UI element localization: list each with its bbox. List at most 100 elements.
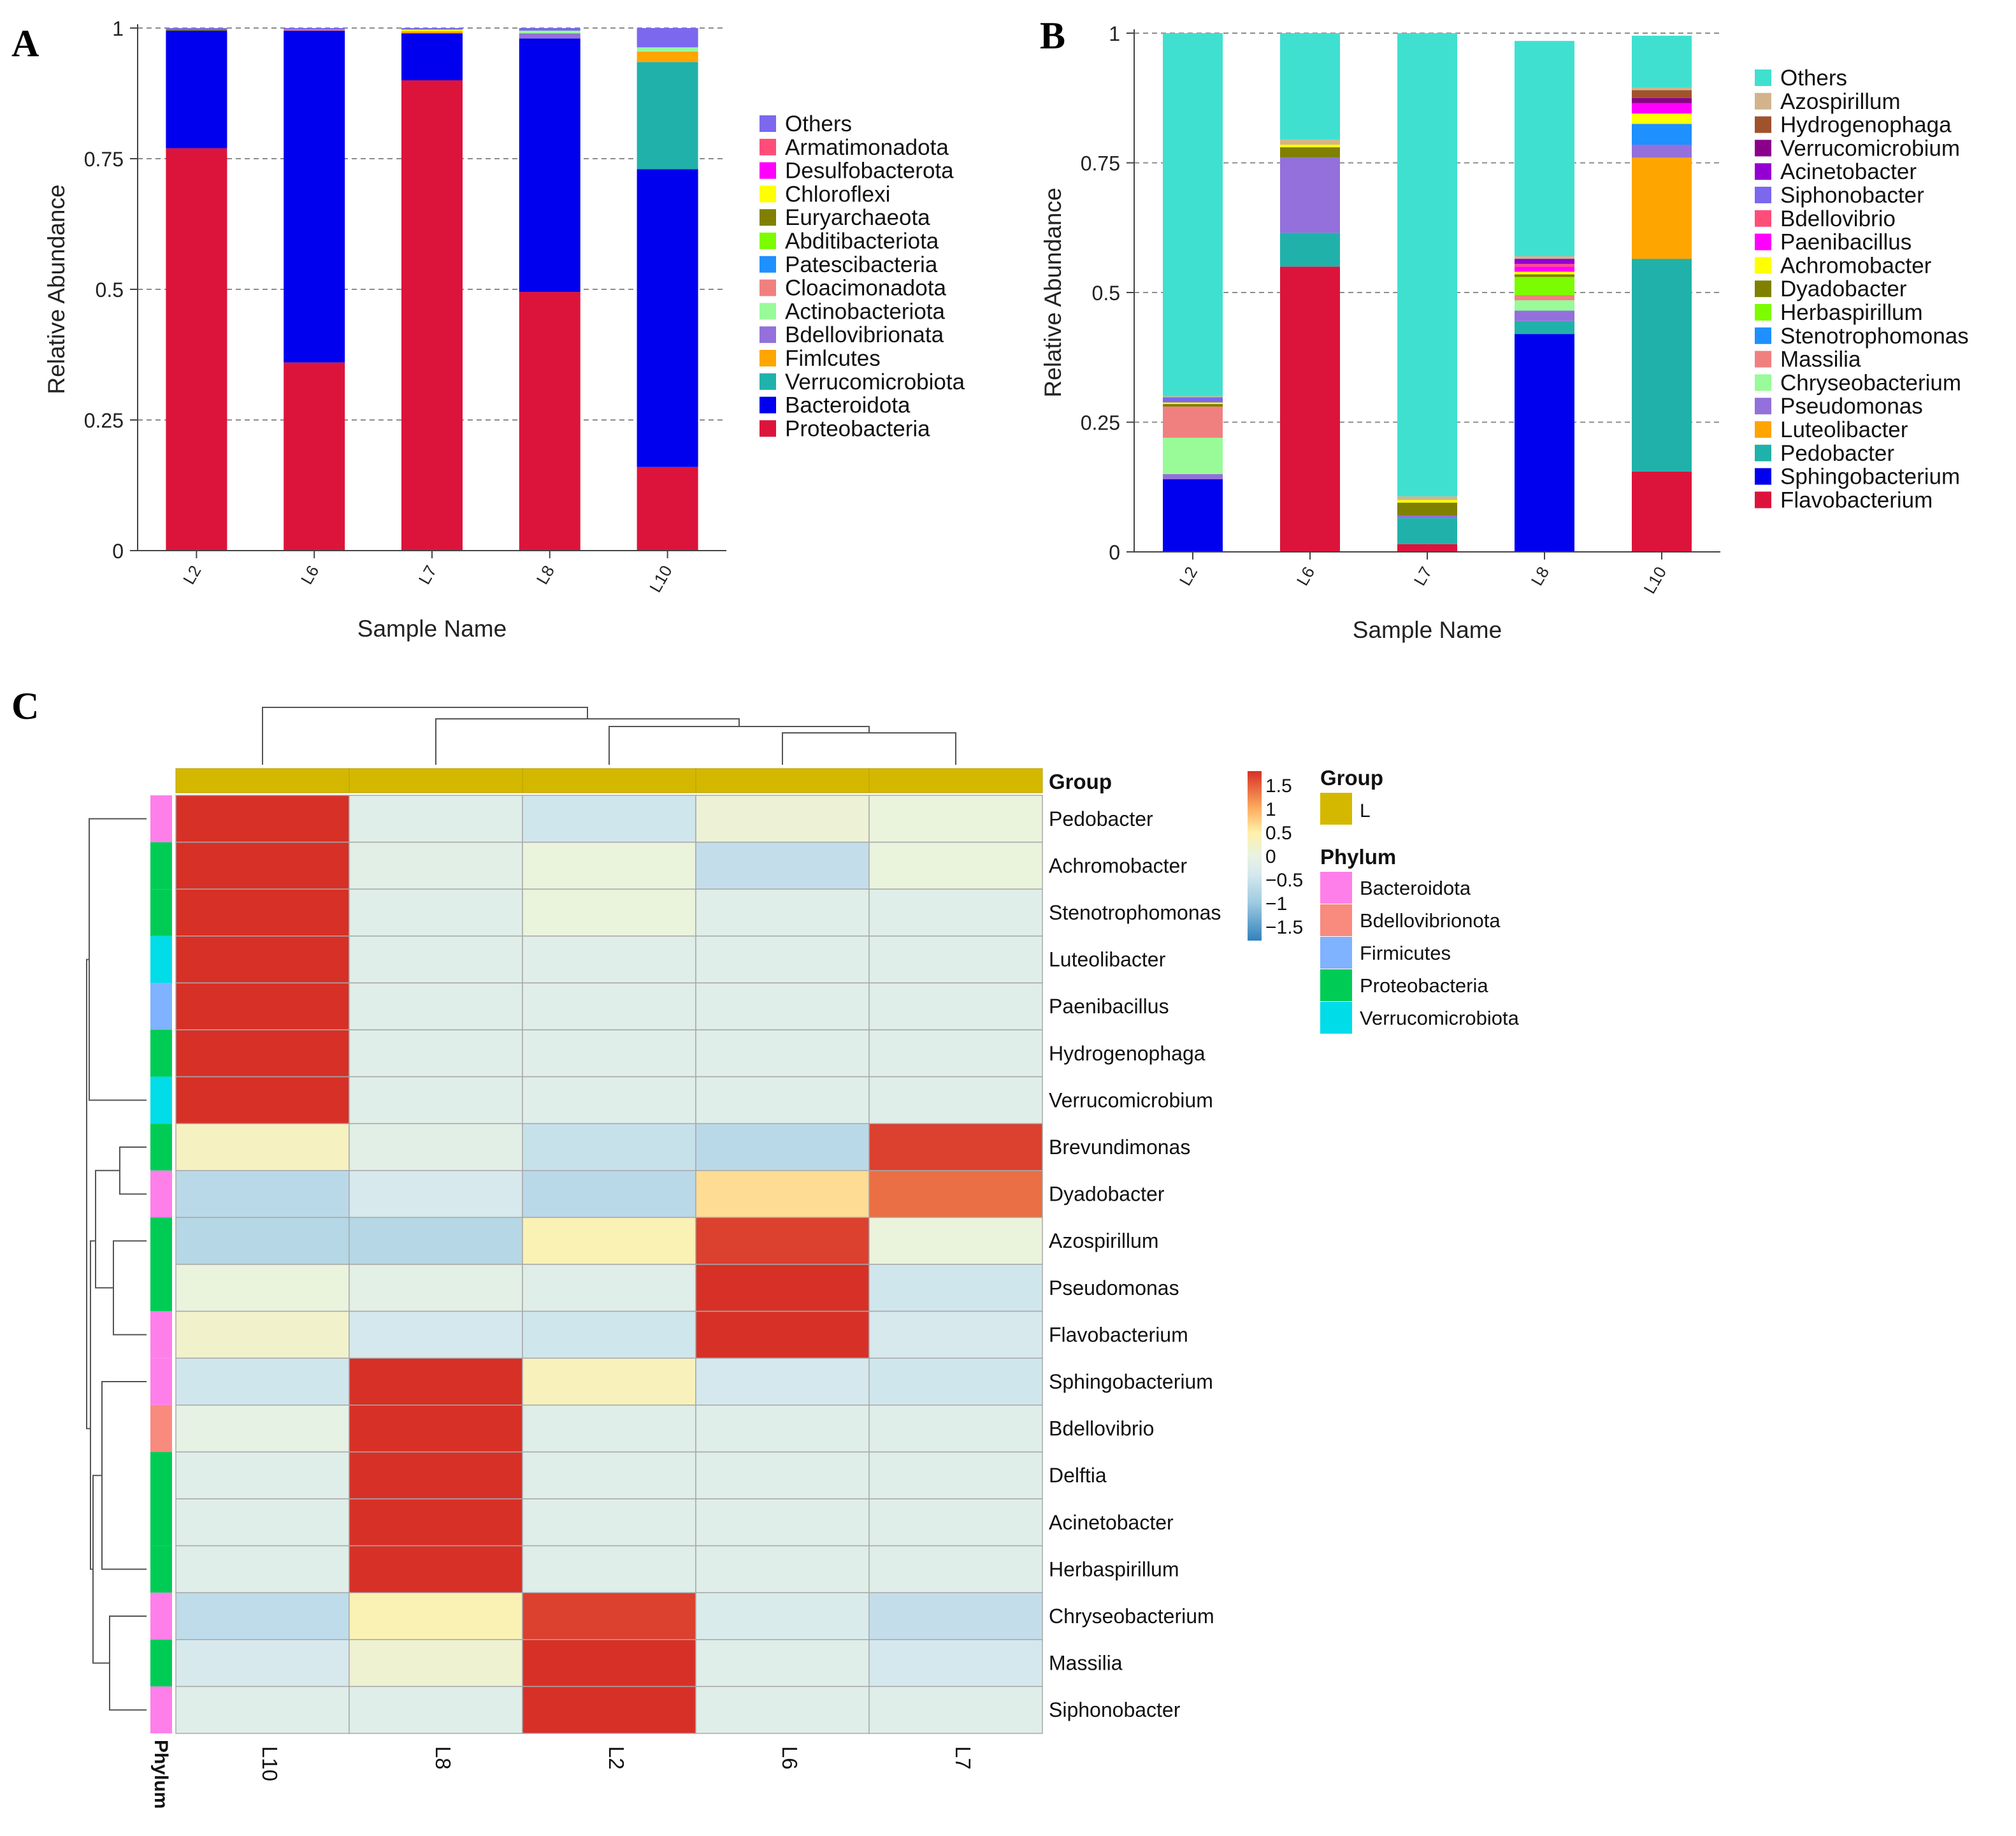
legend-label: Flavobacterium [1780,488,1933,512]
legend-label: Chloroflexi [785,182,890,206]
x-tick-label: L8 [1527,563,1553,589]
phylum-strip-cell-bacteroidota [150,1311,172,1359]
row-label: Azospirillum [1049,1229,1158,1252]
bar-segment-flavobacterium [1280,266,1340,552]
bar-segment-sphingobacterium [1163,479,1223,552]
row-label: Delftia [1049,1464,1107,1487]
phylum-strip-cell-proteobacteria [150,1030,172,1077]
legend-swatch-flavobacterium [1755,491,1771,509]
heatmap-cell-dyadobacter [695,1170,870,1218]
group-legend-title: Group [1320,766,1383,790]
heatmap-cell-paenibacillus [349,982,523,1030]
panel-a: A 0 0.25 0.5 0.75 1 L2 L6 L7 L8 L10 Sample Name Rela… [11,17,965,642]
legend-swatch-fimlcutes [760,350,776,366]
bar-segment-pseudomonas [1632,145,1692,158]
x-tick-label: L2 [179,562,205,588]
bar-segment-paenibacillus [1515,266,1574,272]
y-tick-label: 0.75 [84,148,124,171]
legend-swatch-verrucomicrobiota [760,373,776,390]
heatmap-cell-stenotrophomonas [522,888,696,937]
heatmap-cell-azospirillum [868,1217,1043,1265]
heatmap-cell-pedobacter [175,795,350,843]
group-bar-cell [349,768,523,793]
row-label: Brevundimonas [1049,1136,1190,1159]
heatmap-cell-herbaspirillum [522,1545,696,1593]
phylum-strip-cell-proteobacteria [150,1264,172,1312]
row-label: Pedobacter [1049,807,1153,830]
row-label: Massilia [1049,1652,1123,1675]
phylum-strip-cell-proteobacteria [150,1217,172,1264]
x-tick-label: L2 [1176,563,1201,589]
phylum-legend-label: Proteobacteria [1360,974,1488,997]
bar-segment-siphonobacter [1163,397,1223,403]
row-label: Chryseobacterium [1049,1605,1214,1628]
heatmap-cell-achromobacter [868,841,1043,890]
legend-swatch-azospirillum [1755,92,1771,110]
legend-label: Proteobacteria [785,416,930,441]
heatmap-cell-sphingobacterium [868,1357,1043,1406]
phylum-strip-cell-bacteroidota [150,795,172,842]
bar-segment-chryseobacterium [1163,437,1223,474]
heatmap-cell-paenibacillus [868,982,1043,1030]
legend-label: Stenotrophomonas [1780,324,1969,349]
row-label: Pseudomonas [1049,1276,1179,1299]
heatmap-cell-acinetobacter [868,1498,1043,1547]
bar-segment-others [166,28,227,29]
bar-segment-actinobacteriota [519,31,580,34]
legend-swatch-others [760,115,776,132]
bar-segment-fimlcutes [637,51,698,62]
y-axis-title: Relative Abundance [43,184,69,394]
heatmap-cell-achromobacter [175,841,350,890]
bar-segment-stenotrophomonas [1632,124,1692,145]
legend-swatch-abditibacteriota [760,233,776,249]
phylum-strip-cell-firmicutes [150,983,172,1030]
row-dendrogram-branch [89,818,147,1101]
y-tick-label: 0.5 [1092,282,1120,305]
group-row-label: Group [1049,770,1112,793]
phylum-legend-swatch-bdellovibrionota [1320,904,1352,936]
heatmap-cell-sphingobacterium [522,1357,696,1406]
heatmap-cell-herbaspirillum [175,1545,350,1593]
legend-label: Actinobacteriota [785,299,946,324]
heatmap-cell-chryseobacterium [868,1592,1043,1640]
legend-label: Paenibacillus [1780,230,1912,255]
heatmap-cell-delftia [175,1451,350,1500]
column-label: L7 [951,1746,975,1770]
bar-segment-massilia [1163,407,1223,438]
row-label: Achromobacter [1049,854,1187,877]
heatmap-cell-dyadobacter [868,1170,1043,1218]
legend-label: Verrucomicrobiota [785,370,965,394]
legend-label: Herbaspirillum [1780,300,1923,325]
bar-segment-azospirillum [1280,139,1340,145]
legend-label: Cloacimonadota [785,276,946,301]
bar-segment-others [1397,33,1457,496]
legend-swatch-bdellovibrio [1755,210,1771,227]
heatmap-cell-hydrogenophaga [349,1029,523,1078]
heatmap-cell-paenibacillus [175,982,350,1030]
bar-segment-proteobacteria [401,80,463,551]
bar-segment-achromobacter [1632,113,1692,124]
bar-segment-pseudomonas [1280,157,1340,233]
heatmap-cell-luteolibacter [868,936,1043,984]
bar-segment-hydrogenophaga [1632,90,1692,98]
phylum-legend-swatch-bacteroidota [1320,872,1352,904]
heatmap-cell-delftia [695,1451,870,1500]
heatmap-cell-acinetobacter [522,1498,696,1547]
bar-segment-bacteroidota [401,33,463,81]
heatmap-cell-verrucomicrobium [522,1076,696,1124]
row-label: Herbaspirillum [1049,1558,1179,1580]
legend-label: Patescibacteria [785,252,938,277]
heatmap-cell-pseudomonas [175,1264,350,1312]
heatmap-cell-siphonobacter [522,1686,696,1734]
heatmap-cell-achromobacter [695,841,870,890]
legend-label: Others [785,112,852,136]
heatmap-cell-acinetobacter [175,1498,350,1547]
phylum-strip-cell-proteobacteria [150,1499,172,1546]
phylum-legend-swatch-firmicutes [1320,937,1352,969]
colorbar-tick-label: 0 [1265,846,1276,867]
heatmap-cell-massilia [522,1639,696,1688]
heatmap-cell-bdellovibrio [522,1405,696,1453]
legend-label: Achromobacter [1780,253,1932,278]
bar-segment-proteobacteria [166,148,227,551]
